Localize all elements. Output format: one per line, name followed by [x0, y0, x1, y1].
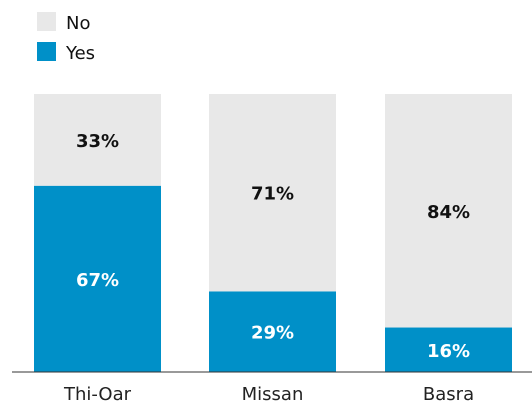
data-label-yes-basra: 16% — [427, 341, 470, 362]
legend-label-no: No — [66, 13, 90, 34]
x-tick-label-missan: Missan — [242, 384, 304, 405]
data-label-no-missan: 71% — [251, 184, 294, 205]
legend-swatch-no — [37, 12, 56, 31]
data-label-yes-missan: 29% — [251, 323, 294, 344]
bar-no-basra — [385, 94, 512, 328]
legend-swatch-yes — [37, 42, 56, 61]
chart-bars: 67% 33% 29% 71% 16% 84% — [34, 94, 512, 372]
data-label-no-thi-oar: 33% — [76, 131, 119, 152]
bar-yes-basra — [385, 327, 512, 372]
bar-no-missan — [209, 94, 336, 292]
x-axis-ticks: Thi-Oar Missan Basra — [63, 384, 474, 405]
x-tick-label-basra: Basra — [423, 384, 474, 405]
legend-label-yes: Yes — [65, 43, 95, 64]
chart-legend: No Yes — [37, 12, 95, 64]
bar-yes-missan — [209, 291, 336, 372]
bar-yes-thi-oar — [34, 185, 161, 372]
bar-no-thi-oar — [34, 94, 161, 186]
data-label-yes-thi-oar: 67% — [76, 270, 119, 291]
x-tick-label-thi-oar: Thi-Oar — [63, 384, 132, 405]
data-label-no-basra: 84% — [427, 202, 470, 223]
